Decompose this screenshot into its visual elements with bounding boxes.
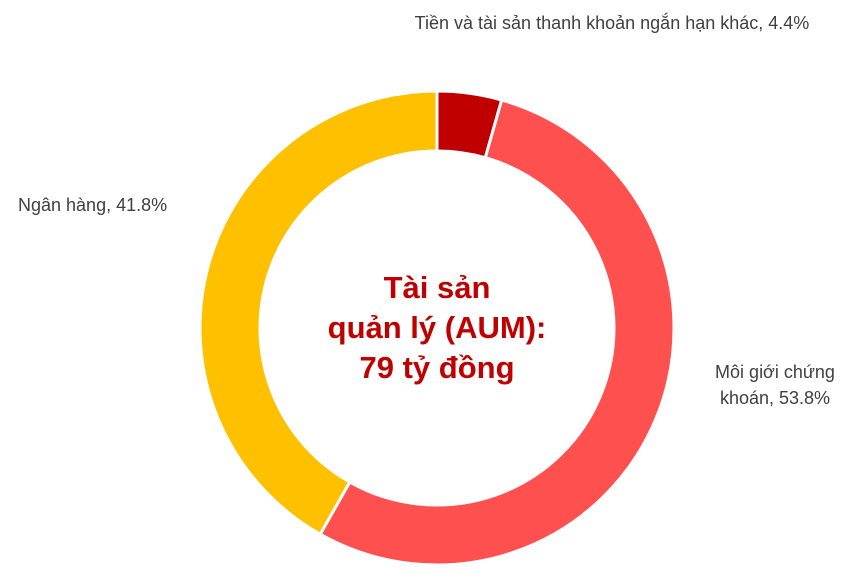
data-label: Ngân hàng41.8% bbox=[18, 192, 278, 218]
center-line: Tài sản bbox=[383, 270, 491, 305]
category-name: Ngân hàng bbox=[18, 195, 116, 215]
value-label: 41.8% bbox=[116, 195, 168, 215]
value-label: 53.8% bbox=[779, 388, 831, 408]
value-label: 4.4% bbox=[768, 13, 810, 33]
donut-slice bbox=[198, 89, 439, 537]
center-line: quản lý (AUM): bbox=[327, 310, 547, 345]
donut-slice bbox=[318, 98, 676, 567]
center-line: 79 tỷ đồng bbox=[359, 350, 515, 385]
data-label: Tiền và tài sản thanh khoản ngắn hạn khá… bbox=[412, 10, 812, 36]
category-name: Tiền và tài sản thanh khoản ngắn hạn khá… bbox=[415, 13, 769, 33]
center-text: Tài sản quản lý (AUM): 79 tỷ đồng bbox=[287, 268, 587, 388]
data-label: Môi giới chứng khoán53.8% bbox=[690, 359, 850, 411]
